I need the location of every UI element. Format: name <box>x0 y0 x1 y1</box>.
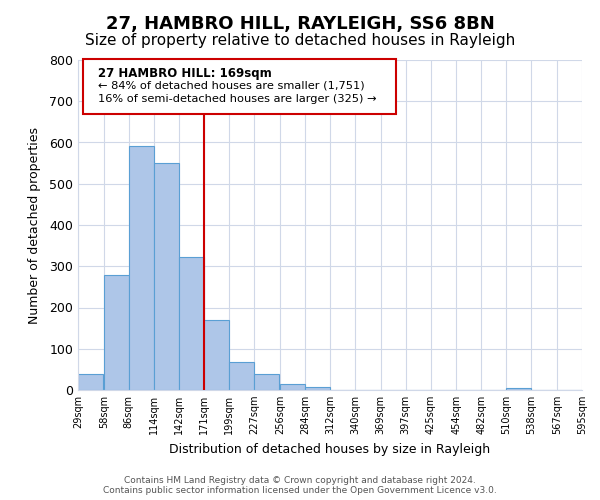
Bar <box>254 374 279 390</box>
Bar <box>78 374 103 390</box>
Bar <box>305 386 330 390</box>
Bar <box>154 163 179 390</box>
Bar <box>280 384 305 390</box>
Text: 16% of semi-detached houses are larger (325) →: 16% of semi-detached houses are larger (… <box>98 94 377 104</box>
Text: Contains HM Land Registry data © Crown copyright and database right 2024.
Contai: Contains HM Land Registry data © Crown c… <box>103 476 497 495</box>
Bar <box>205 320 229 390</box>
Bar <box>506 388 531 390</box>
X-axis label: Distribution of detached houses by size in Rayleigh: Distribution of detached houses by size … <box>169 442 491 456</box>
Bar <box>229 362 254 390</box>
Text: 27 HAMBRO HILL: 169sqm: 27 HAMBRO HILL: 169sqm <box>98 68 272 80</box>
Bar <box>179 257 203 390</box>
FancyBboxPatch shape <box>83 59 395 114</box>
Bar <box>129 146 154 390</box>
Bar <box>104 276 129 390</box>
Text: 27, HAMBRO HILL, RAYLEIGH, SS6 8BN: 27, HAMBRO HILL, RAYLEIGH, SS6 8BN <box>106 15 494 33</box>
Text: ← 84% of detached houses are smaller (1,751): ← 84% of detached houses are smaller (1,… <box>98 80 365 90</box>
Y-axis label: Number of detached properties: Number of detached properties <box>28 126 41 324</box>
Text: Size of property relative to detached houses in Rayleigh: Size of property relative to detached ho… <box>85 32 515 48</box>
